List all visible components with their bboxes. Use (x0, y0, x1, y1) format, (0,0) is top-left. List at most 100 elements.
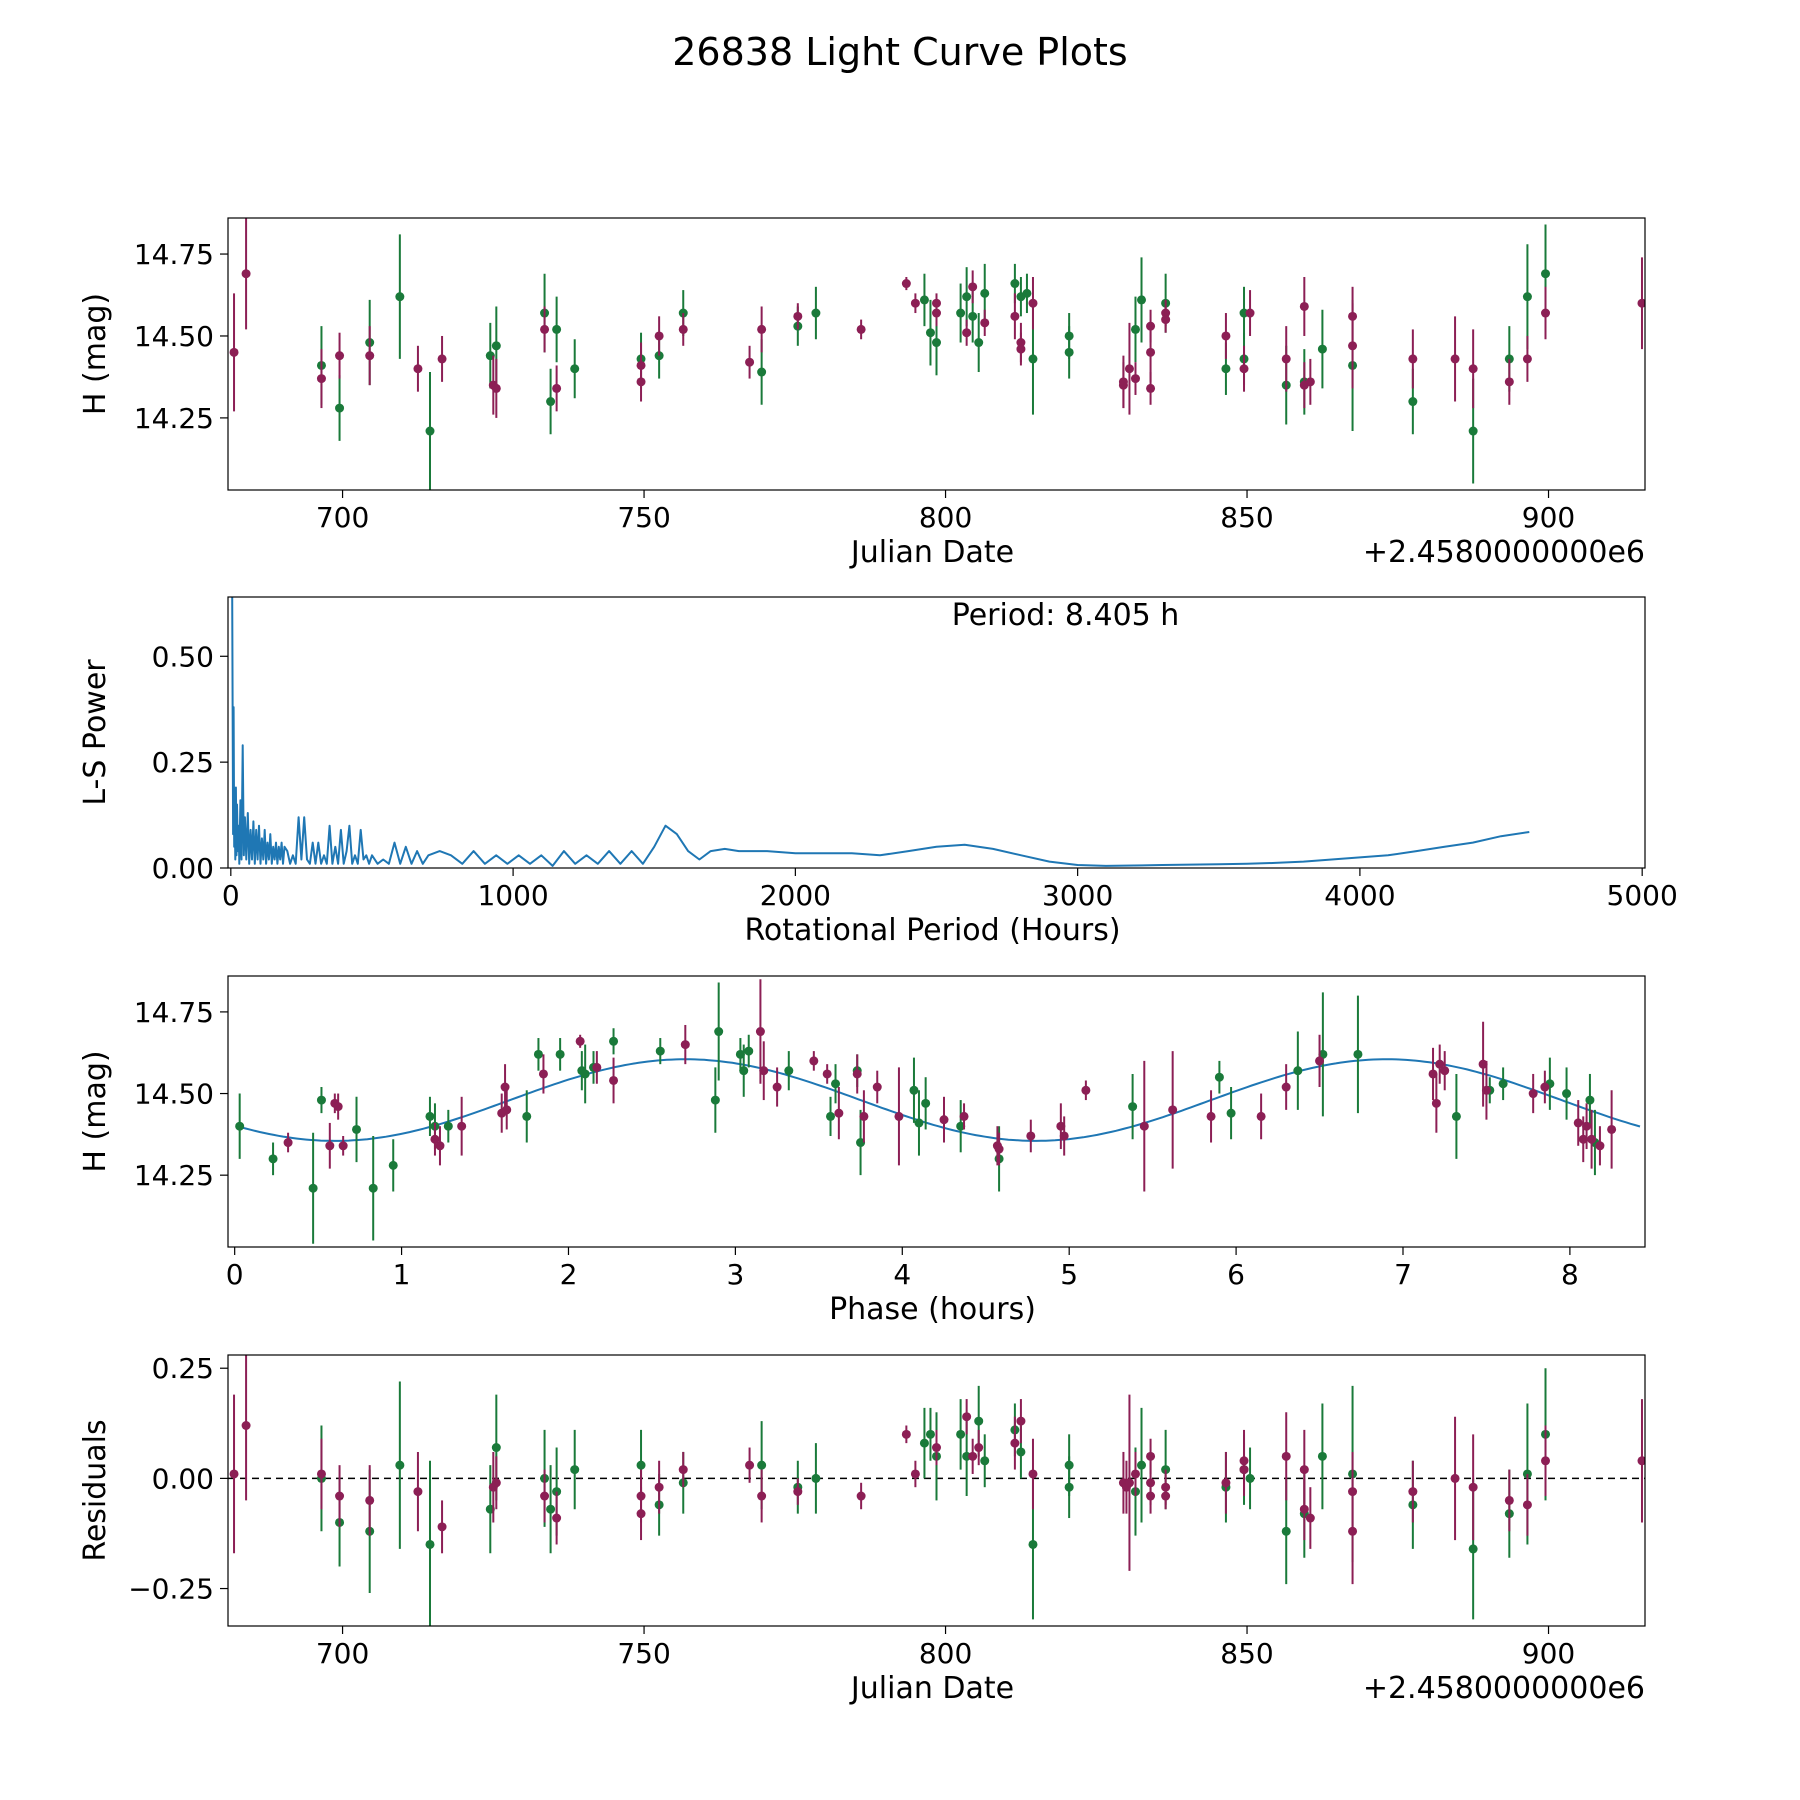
data-point (1578, 1134, 1588, 1144)
x-axis-offset-label: +2.4580000000e6 (1363, 1671, 1645, 1706)
x-tick-label: 0 (226, 1258, 244, 1291)
axes-lightcurve: 700 750 800 850 900 14.25 14.50 14.75 Julian Dat… (78, 217, 1646, 570)
data-point (636, 1509, 646, 1519)
data-point (500, 1082, 510, 1092)
periodogram-power-line (231, 597, 1530, 867)
data-point (968, 1451, 978, 1461)
data-point (974, 1443, 984, 1453)
x-tick-label: 0 (222, 879, 240, 912)
data-point (435, 1141, 445, 1151)
series-green (235, 982, 1600, 1244)
data-point (575, 1036, 585, 1046)
y-tick-label: 0.50 (152, 640, 214, 673)
data-point (540, 1491, 550, 1501)
axes-frame (227, 1354, 1646, 1627)
data-point (831, 1079, 841, 1089)
data-point (1481, 1085, 1491, 1095)
data-point (852, 1069, 862, 1079)
data-point (974, 338, 984, 348)
x-tick-label: 800 (919, 501, 972, 534)
data-point (1498, 1079, 1508, 1089)
y-tick-label: 14.50 (134, 1078, 214, 1111)
data-point (1081, 1085, 1091, 1095)
data-point (1408, 397, 1418, 407)
data-point (872, 1082, 882, 1092)
x-tick-label: 3 (726, 1258, 744, 1291)
data-point (1440, 1066, 1450, 1076)
plot-area-phased (235, 979, 1641, 1244)
data-point (755, 1027, 765, 1037)
data-point (540, 324, 550, 334)
data-point (1128, 1102, 1138, 1112)
x-axis-label: Julian Date (849, 535, 1014, 570)
x-axis-label: Phase (hours) (829, 1292, 1036, 1327)
x-tick-label: 750 (617, 501, 670, 534)
axes-residuals: 700 750 800 850 900 −0.25 0.00 0.25 Julian Date +… (78, 1352, 1646, 1706)
data-point (959, 1111, 969, 1121)
data-point (1010, 1438, 1020, 1448)
data-point (1582, 1121, 1592, 1131)
x-tick-label: 6 (1227, 1258, 1245, 1291)
data-point (1010, 279, 1020, 289)
data-point (570, 1465, 580, 1475)
data-point (910, 298, 920, 308)
x-tick-label: 4000 (1324, 879, 1395, 912)
data-point (609, 1036, 619, 1046)
x-tick-label: 850 (1220, 1637, 1273, 1670)
data-point (1130, 1469, 1140, 1479)
x-tick-label: 3000 (1042, 879, 1113, 912)
data-point (1028, 1539, 1038, 1549)
data-point (859, 1111, 869, 1121)
data-point (1016, 344, 1026, 354)
data-point (491, 383, 501, 393)
data-point (759, 1066, 769, 1076)
data-point (894, 1111, 904, 1121)
data-point (352, 1124, 362, 1134)
data-point (1573, 1118, 1583, 1128)
axes-frame (227, 596, 1646, 869)
x-tick-label: 800 (919, 1637, 972, 1670)
data-point (1541, 269, 1551, 279)
x-tick-label: 850 (1220, 501, 1273, 534)
data-point (811, 308, 821, 318)
data-point (333, 1102, 343, 1112)
data-point (1428, 1069, 1438, 1079)
data-point (241, 269, 251, 279)
data-point (1293, 1066, 1303, 1076)
data-point (678, 1465, 688, 1475)
data-point (1016, 1416, 1026, 1426)
data-point (932, 1443, 941, 1453)
y-tick-label: 14.50 (134, 320, 214, 353)
data-point (1562, 1089, 1572, 1099)
data-point (1206, 1111, 1216, 1121)
data-point (919, 1438, 929, 1448)
axes-phased: 0 1 2 3 4 5 6 7 8 14.25 14.50 14.75 Phase (hours) H (… (78, 975, 1646, 1327)
data-point (368, 1183, 378, 1193)
data-point (1585, 1095, 1595, 1105)
data-point (1587, 1134, 1597, 1144)
x-axis-offset-label: +2.4580000000e6 (1363, 535, 1645, 570)
axes-frame (227, 217, 1646, 491)
series-maroon (229, 1355, 1645, 1585)
series-maroon (283, 979, 1617, 1192)
data-point (1478, 1059, 1488, 1069)
data-point (932, 338, 941, 348)
data-point (919, 295, 929, 305)
data-point (901, 1429, 911, 1439)
x-axis-label: Rotational Period (Hours) (744, 913, 1120, 948)
data-point (1468, 426, 1478, 436)
data-point (680, 1040, 690, 1050)
data-point (654, 1482, 664, 1492)
y-tick-label: 0.25 (152, 746, 214, 779)
y-tick-label: 14.25 (134, 402, 214, 435)
data-point (811, 1473, 821, 1483)
series-green (316, 224, 1551, 490)
x-tick-label: 4 (893, 1258, 911, 1291)
data-point (1146, 347, 1156, 357)
data-point (365, 351, 375, 361)
data-point (1245, 1473, 1255, 1483)
y-tick-label: 14.75 (134, 996, 214, 1029)
data-point (1239, 1465, 1249, 1475)
data-point (994, 1144, 1004, 1154)
data-point (757, 1460, 767, 1470)
